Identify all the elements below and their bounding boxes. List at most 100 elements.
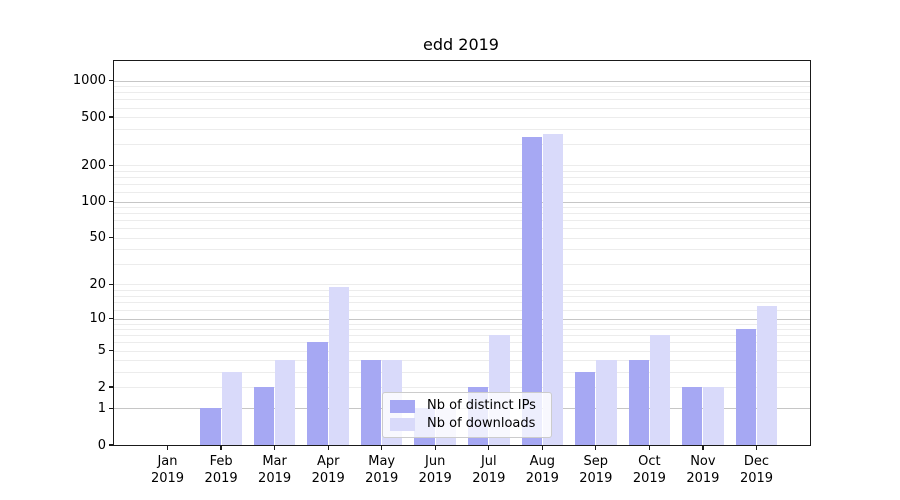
- gridline-y-5: [114, 350, 810, 352]
- gridline-y-700: [114, 99, 810, 101]
- x-tick-label-may-2019: May 2019: [365, 454, 399, 486]
- bar-nb-of-downloads-mar-2019: [275, 360, 296, 445]
- gridline-y-16: [114, 295, 810, 297]
- y-tick-2: [109, 386, 114, 388]
- gridline-y-3: [114, 371, 810, 373]
- legend: Nb of distinct IPs Nb of downloads: [382, 392, 552, 438]
- x-tick-feb-2019: [220, 445, 222, 450]
- x-tick-nov-2019: [702, 445, 704, 450]
- bar-nb-of-distinct-ips-apr-2019: [307, 342, 328, 445]
- bar-nb-of-distinct-ips-feb-2019: [200, 408, 221, 445]
- gridline-y-6: [114, 342, 810, 344]
- y-tick-label-200: 200: [81, 157, 106, 173]
- y-tick-1000: [109, 79, 114, 82]
- legend-label-downloads: Nb of downloads: [427, 416, 536, 431]
- plot-area: Nb of distinct IPs Nb of downloads 0 1 2 5 1…: [73, 60, 811, 486]
- legend-entry-downloads: Nb of downloads: [390, 415, 543, 433]
- gridline-y-18: [114, 289, 810, 291]
- legend-entry-distinct-ips: Nb of distinct IPs: [390, 397, 543, 415]
- gridline-y-180: [114, 170, 810, 172]
- y-tick-label-20: 20: [89, 276, 106, 292]
- bar-nb-of-distinct-ips-dec-2019: [735, 329, 757, 445]
- x-tick-jul-2019: [488, 445, 490, 450]
- gridline-y-800: [114, 92, 810, 94]
- bar-nb-of-distinct-ips-sep-2019: [575, 371, 596, 445]
- gridline-y-4: [114, 360, 810, 362]
- bar-nb-of-downloads-feb-2019: [221, 371, 242, 445]
- gridline-y-7: [114, 335, 810, 337]
- gridline-y-600: [114, 107, 810, 109]
- legend-swatch-downloads: [390, 417, 415, 431]
- x-tick-label-mar-2019: Mar 2019: [258, 454, 292, 486]
- x-tick-label-aug-2019: Aug 2019: [525, 454, 559, 486]
- bar-nb-of-downloads-sep-2019: [596, 360, 617, 445]
- x-tick-apr-2019: [327, 445, 329, 450]
- gridline-y-160: [114, 177, 810, 178]
- gridline-y-500: [114, 117, 810, 119]
- y-tick-0: [109, 444, 114, 446]
- y-tick-label-10: 10: [89, 311, 106, 326]
- x-tick-label-jun-2019: Jun 2019: [418, 454, 452, 486]
- y-tick-label-1: 1: [97, 400, 106, 416]
- bar-nb-of-downloads-aug-2019: [542, 133, 564, 445]
- bar-nb-of-distinct-ips-may-2019: [360, 360, 382, 445]
- x-tick-label-sep-2019: Sep 2019: [579, 454, 613, 486]
- y-tick-50: [109, 236, 114, 239]
- x-tick-sep-2019: [595, 445, 597, 450]
- x-tick-label-nov-2019: Nov 2019: [686, 454, 720, 486]
- x-tick-dec-2019: [755, 445, 758, 450]
- x-tick-may-2019: [381, 445, 383, 450]
- gridline-y-60: [114, 228, 810, 230]
- y-tick-5: [109, 349, 114, 352]
- x-tick-aug-2019: [541, 445, 543, 450]
- gridline-y-200: [114, 165, 810, 167]
- gridline-y-10: [114, 318, 810, 320]
- gridline-y-120: [114, 192, 810, 193]
- gridline-y-20: [114, 284, 810, 286]
- x-tick-label-jan-2019: Jan 2019: [150, 454, 185, 486]
- gridline-y-30: [114, 263, 810, 265]
- x-tick-label-jul-2019: Jul 2019: [472, 454, 506, 486]
- y-tick-label-100: 100: [81, 194, 106, 210]
- x-tick-label-dec-2019: Dec 2019: [739, 454, 774, 486]
- gridline-y-140: [114, 184, 810, 185]
- y-tick-20: [109, 283, 114, 286]
- y-tick-100: [109, 200, 114, 203]
- gridline-y-400: [114, 128, 810, 130]
- y-tick-label-0: 0: [97, 437, 106, 453]
- gridline-y-9: [114, 323, 810, 325]
- x-tick-mar-2019: [273, 445, 276, 450]
- x-tick-oct-2019: [648, 445, 651, 450]
- bar-nb-of-downloads-oct-2019: [649, 335, 671, 445]
- x-tick-label-feb-2019: Feb 2019: [204, 454, 238, 486]
- bar-nb-of-downloads-dec-2019: [756, 305, 778, 445]
- gridline-y-2: [114, 387, 810, 389]
- y-tick-10: [109, 317, 114, 320]
- gridline-y-14: [114, 302, 810, 304]
- gridline-y-8: [114, 329, 810, 331]
- chart-title: edd 2019: [423, 35, 499, 54]
- gridline-y-100: [114, 201, 810, 203]
- bar-nb-of-downloads-nov-2019: [703, 387, 724, 445]
- x-tick-label-oct-2019: Oct 2019: [632, 454, 666, 486]
- gridline-y-70: [114, 220, 810, 222]
- gridline-y-50: [114, 237, 810, 239]
- gridline-y-80: [114, 213, 810, 215]
- gridline-y-300: [114, 144, 810, 145]
- y-tick-500: [109, 116, 114, 118]
- y-tick-200: [109, 164, 114, 166]
- bar-nb-of-distinct-ips-mar-2019: [253, 387, 275, 445]
- bar-nb-of-distinct-ips-oct-2019: [628, 360, 649, 445]
- bar-nb-of-distinct-ips-aug-2019: [521, 136, 542, 445]
- x-tick-jan-2019: [166, 445, 169, 450]
- y-tick-label-1000: 1000: [72, 73, 106, 89]
- gridline-y-12: [114, 309, 810, 311]
- gridline-y-90: [114, 207, 810, 209]
- bar-nb-of-downloads-apr-2019: [328, 287, 349, 445]
- legend-swatch-distinct-ips: [390, 399, 415, 413]
- y-tick-label-2: 2: [97, 379, 106, 395]
- bar-nb-of-distinct-ips-nov-2019: [682, 387, 703, 445]
- x-tick-label-apr-2019: Apr 2019: [311, 454, 345, 486]
- gridline-y-900: [114, 86, 810, 88]
